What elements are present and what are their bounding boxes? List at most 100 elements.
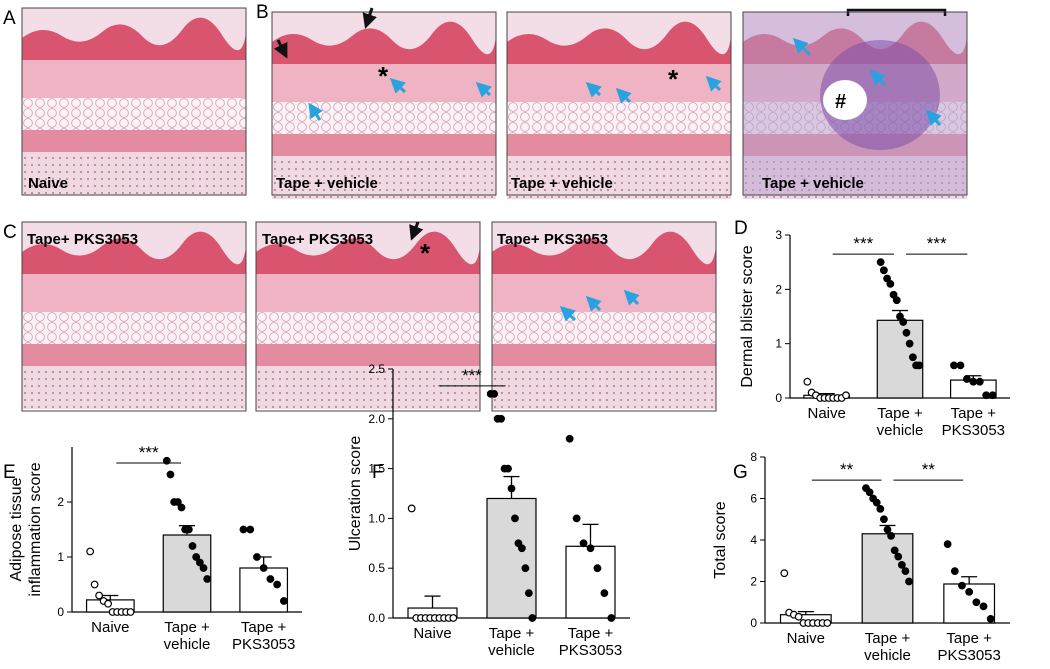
image-caption: Tape+ PKS3053: [497, 231, 608, 248]
data-point: [203, 575, 212, 583]
image-caption: Tape + vehicle: [511, 175, 613, 192]
data-point: [449, 614, 458, 622]
data-point: [972, 598, 981, 607]
y-axis-label: Ulceration score: [347, 436, 364, 552]
y-tick-label: 3: [775, 228, 782, 242]
data-point: [518, 544, 526, 553]
data-point: [986, 614, 995, 623]
data-point: [184, 525, 193, 534]
image-vehicle-3: [742, 8, 968, 199]
data-point: [565, 434, 574, 443]
data-point: [915, 361, 924, 370]
data-point: [965, 587, 974, 596]
data-point: [780, 569, 789, 578]
y-axis-label: Total score: [712, 501, 729, 578]
bar-chart: 0 2 4 6 8 Total score Naive Tape + vehicle Tape +…: [712, 450, 1010, 664]
y-tick-label: 1.0: [368, 511, 385, 525]
bar: [861, 533, 914, 624]
image-pks-3: [491, 221, 717, 412]
data-point: [166, 470, 175, 479]
data-point: [865, 488, 874, 497]
data-point: [905, 339, 914, 348]
image-mark: #: [835, 91, 846, 113]
data-point: [497, 414, 505, 423]
data-point: [982, 391, 991, 400]
image-mark: *: [668, 64, 679, 94]
data-point: [593, 564, 602, 573]
data-point: [872, 498, 881, 507]
data-point: [897, 561, 906, 569]
data-point: [177, 503, 186, 512]
image-vehicle-2: [506, 11, 732, 199]
data-point: [607, 614, 616, 622]
data-point: [90, 580, 99, 589]
x-tick-label: Naive: [91, 619, 129, 636]
y-tick-label: 0.0: [368, 611, 385, 625]
error-bar: [961, 576, 978, 584]
panel-label: C: [3, 222, 17, 243]
bar: [565, 545, 616, 619]
y-tick-label: 0: [57, 605, 64, 619]
error-bar: [797, 610, 814, 615]
data-point: [162, 456, 171, 465]
data-point: [104, 599, 112, 608]
image-pks-2: [255, 221, 481, 412]
image-mark: *: [420, 238, 431, 268]
x-tick-label: Tape + PKS3053: [232, 619, 295, 653]
y-tick-label: 6: [750, 492, 757, 506]
y-tick-label: 0: [750, 616, 757, 630]
image-pks-1: [21, 221, 247, 412]
y-tick-label: 2.5: [368, 362, 385, 376]
data-point: [969, 377, 978, 386]
data-point: [259, 564, 268, 572]
data-point: [943, 540, 952, 549]
significance-label: ***: [927, 234, 947, 253]
bar: [486, 497, 537, 619]
data-point: [883, 525, 892, 534]
data-point: [173, 498, 182, 506]
data-point: [572, 514, 581, 523]
error-bar: [102, 594, 119, 600]
data-point: [195, 558, 204, 567]
x-tick-label: Tape + vehicle: [164, 619, 211, 653]
image-vehicle-1: [271, 7, 497, 199]
data-point: [490, 390, 499, 398]
x-tick-label: Tape + PKS3053: [559, 625, 622, 659]
x-tick-label: Naive: [807, 405, 845, 422]
data-point: [901, 567, 910, 576]
data-point: [905, 577, 913, 586]
data-point: [126, 608, 135, 616]
data-point: [876, 258, 885, 267]
data-point: [887, 531, 895, 540]
panel-label: B: [256, 2, 269, 23]
data-point: [892, 296, 901, 305]
data-point: [975, 377, 984, 386]
data-point: [86, 547, 95, 556]
y-axis-label: Dermal blister score: [739, 245, 756, 387]
y-tick-label: 2: [750, 575, 757, 589]
data-point: [246, 525, 255, 534]
significance-label: **: [840, 460, 854, 479]
y-tick-label: 2.0: [368, 412, 385, 426]
x-tick-label: Tape + vehicle: [877, 405, 924, 439]
error-bar: [582, 523, 599, 547]
x-tick-label: Tape + PKS3053: [937, 630, 1000, 664]
significance-label: ***: [139, 443, 159, 462]
data-point: [239, 525, 248, 534]
data-point: [521, 564, 530, 573]
data-point: [899, 318, 908, 326]
panel-label: D: [734, 218, 748, 239]
data-point: [579, 539, 588, 548]
data-point: [586, 544, 595, 553]
x-tick-label: Tape + vehicle: [488, 625, 535, 659]
x-tick-label: Naive: [413, 625, 451, 642]
data-point: [266, 575, 275, 583]
x-tick-label: Naive: [787, 630, 825, 647]
data-point: [823, 619, 832, 627]
y-tick-label: 1: [775, 337, 782, 351]
data-point: [279, 597, 288, 605]
y-tick-label: 1.5: [368, 462, 385, 476]
data-point: [192, 553, 201, 561]
y-tick-label: 2: [775, 282, 782, 296]
